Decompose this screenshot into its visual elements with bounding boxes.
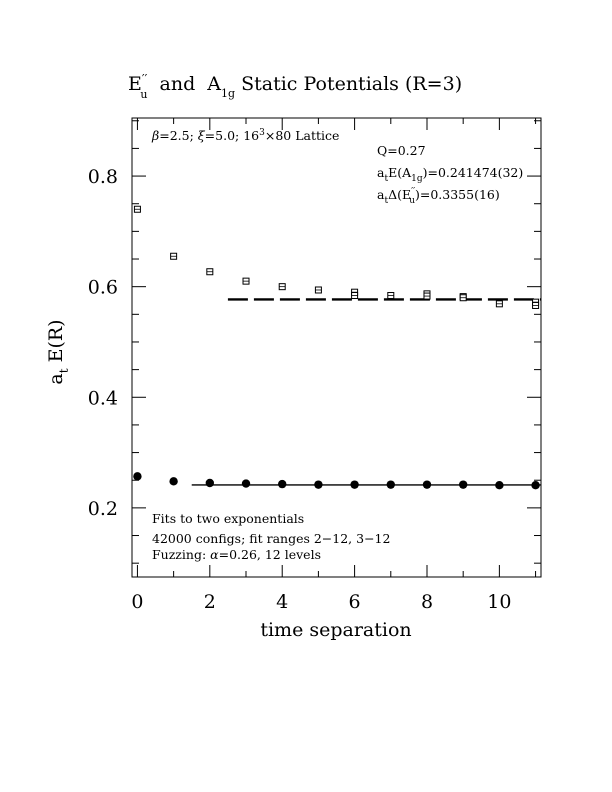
- y-label-prefix: a: [45, 373, 67, 384]
- data-point-circle: [241, 479, 251, 488]
- x-tick-label: 10: [487, 591, 511, 613]
- y-axis-label: at E(R): [45, 319, 71, 384]
- data-point-circle: [169, 477, 178, 486]
- data-point-circle: [495, 481, 504, 490]
- title-e: E: [128, 73, 142, 95]
- y-tick-label: 0.2: [88, 498, 118, 520]
- title-a-sub: 1g: [221, 87, 235, 100]
- data-point-circle: [133, 472, 142, 481]
- chart-title: E′′ u and A1g Static Potentials (R=3): [128, 72, 462, 101]
- axis-tick-labels: 0 2 4 6 8 10 0.2 0.4 0.6 0.8: [88, 166, 512, 613]
- data-points: [133, 205, 540, 490]
- title-rest: Static Potentials (R=3): [235, 73, 462, 95]
- data-point-circle: [386, 480, 395, 489]
- data-point-circle: [205, 478, 215, 488]
- fits-note-line1: Fits to two exponentials: [152, 511, 304, 526]
- fit-lines: [191, 298, 541, 486]
- x-axis-label: time separation: [260, 619, 411, 641]
- axis-ticks: [132, 118, 541, 577]
- data-point-circle: [314, 480, 323, 489]
- fits-note-line2: 42000 configs; fit ranges 2−12, 3−12: [152, 531, 390, 546]
- x-tick-label: 4: [276, 591, 288, 613]
- y-tick-label: 0.4: [88, 387, 118, 409]
- x-tick-label: 8: [421, 591, 433, 613]
- data-point-circle: [278, 479, 287, 489]
- y-label-main: E(R): [45, 319, 67, 362]
- data-point-circle: [531, 481, 540, 490]
- data-point-circle: [422, 480, 432, 489]
- x-tick-label: 6: [349, 591, 361, 613]
- plot-frame: [131, 117, 542, 578]
- lattice-xi-val: =5.0; 16: [205, 128, 259, 143]
- y-tick-label: 0.8: [88, 166, 118, 188]
- data-point-circle: [350, 480, 359, 489]
- lattice-annotation: β=2.5; ξ=5.0; 163×80 Lattice: [151, 128, 339, 143]
- x-tick-label: 0: [131, 591, 143, 613]
- y-label-prefix-sub: t: [57, 368, 71, 373]
- svg-text:atE(R): at E(R): [45, 319, 71, 384]
- data-point-circle: [458, 480, 468, 489]
- x-tick-label: 2: [204, 591, 216, 613]
- title-e-prime: ′′: [142, 72, 148, 86]
- fits-note-line3: Fuzzing: α=0.26, 12 levels: [152, 547, 321, 562]
- lattice-rest: ×80 Lattice: [265, 128, 340, 143]
- q-annotation: Q=0.27: [377, 143, 426, 158]
- lattice-cube: 3: [259, 128, 265, 138]
- y-tick-label: 0.6: [88, 277, 118, 299]
- title-and: and A: [147, 73, 221, 95]
- title-e-sub: u: [140, 88, 147, 101]
- lattice-xi: ξ: [198, 128, 206, 143]
- lattice-beta: β: [151, 128, 159, 143]
- lattice-beta-val: =2.5;: [159, 128, 198, 143]
- fit-a1g-annotation: atE(A1g)=0.241474(32): [377, 165, 523, 184]
- fit-eu-annotation: atΔ(E′′ u)=0.3355(16): [377, 187, 500, 206]
